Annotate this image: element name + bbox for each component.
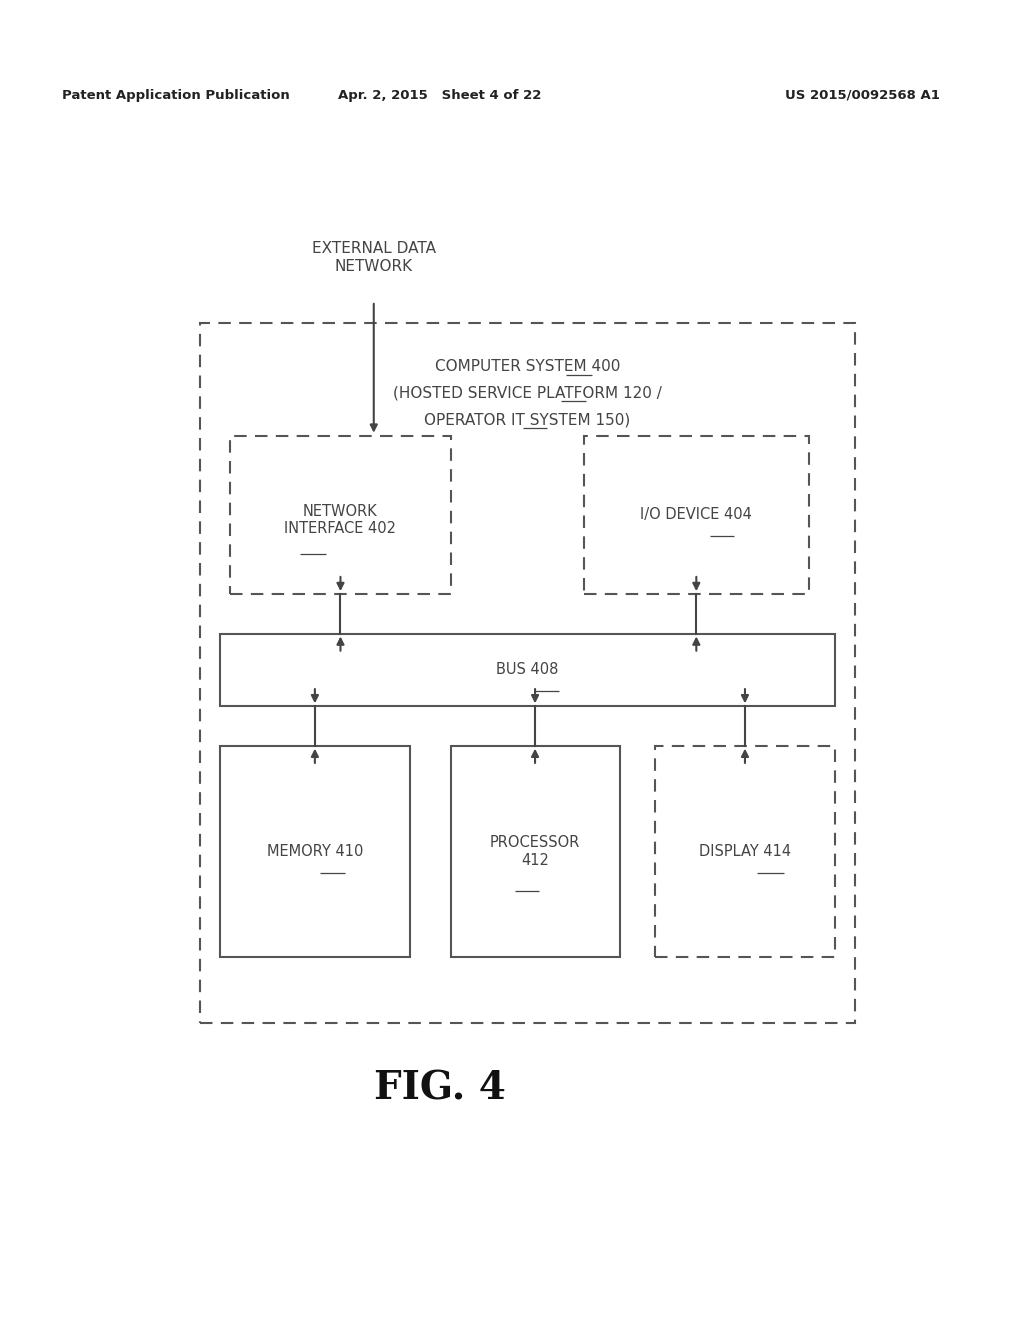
Bar <box>584 436 809 594</box>
Bar <box>655 746 835 957</box>
Text: Patent Application Publication: Patent Application Publication <box>62 88 290 102</box>
Text: US 2015/0092568 A1: US 2015/0092568 A1 <box>785 88 940 102</box>
Text: (HOSTED SERVICE PLATFORM 120 /: (HOSTED SERVICE PLATFORM 120 / <box>393 385 662 401</box>
Bar <box>220 746 410 957</box>
Text: NETWORK
INTERFACE 402: NETWORK INTERFACE 402 <box>285 504 396 536</box>
Text: EXTERNAL DATA
NETWORK: EXTERNAL DATA NETWORK <box>311 242 436 273</box>
Text: FIG. 4: FIG. 4 <box>375 1071 506 1107</box>
Bar <box>200 323 855 1023</box>
Text: MEMORY 410: MEMORY 410 <box>266 843 364 859</box>
Bar <box>230 436 451 594</box>
Text: OPERATOR IT SYSTEM 150): OPERATOR IT SYSTEM 150) <box>424 412 631 428</box>
Text: Apr. 2, 2015   Sheet 4 of 22: Apr. 2, 2015 Sheet 4 of 22 <box>338 88 542 102</box>
Text: DISPLAY 414: DISPLAY 414 <box>699 843 791 859</box>
Bar <box>220 634 835 706</box>
Text: COMPUTER SYSTEM 400: COMPUTER SYSTEM 400 <box>434 359 621 375</box>
Text: BUS 408: BUS 408 <box>497 663 558 677</box>
Bar <box>451 746 620 957</box>
Text: PROCESSOR
412: PROCESSOR 412 <box>489 836 581 867</box>
Text: I/O DEVICE 404: I/O DEVICE 404 <box>640 507 753 523</box>
